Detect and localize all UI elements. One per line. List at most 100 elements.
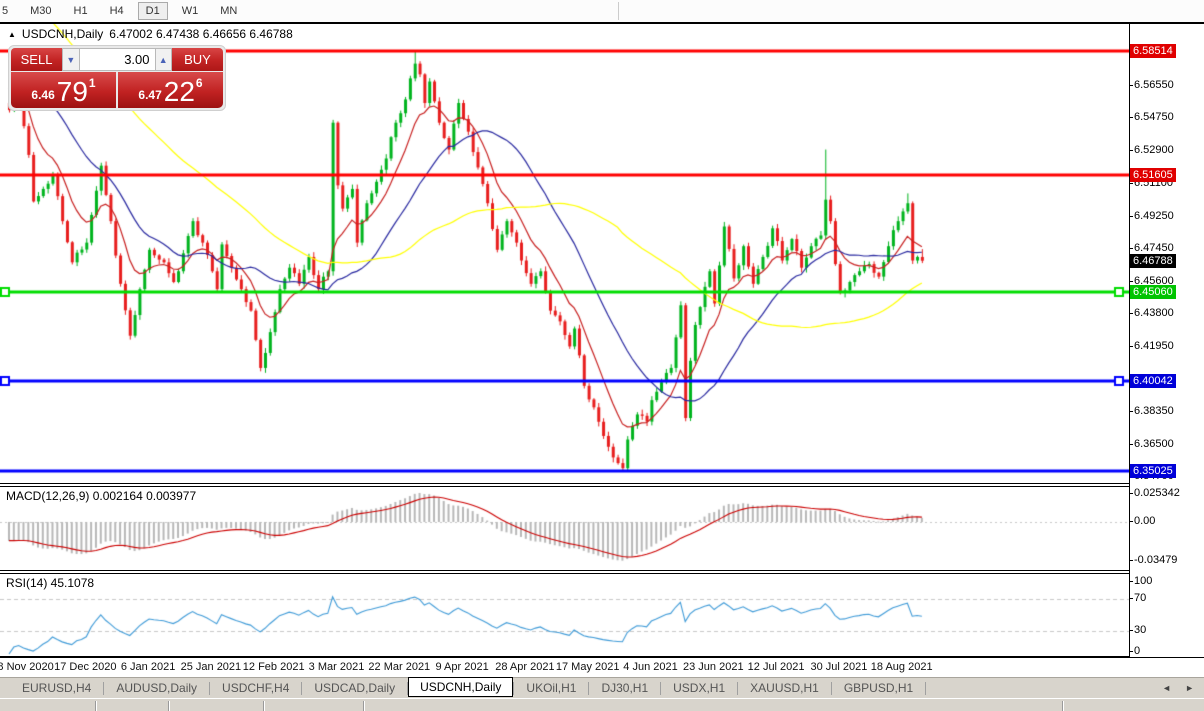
status-bar-divider [363,701,365,711]
price-tick-label: 6.56550 [1129,79,1174,91]
status-bar-divider [168,701,170,711]
date-axis-label: 12 Jul 2021 [747,661,805,673]
chart-symbol-title: USDCNH,Daily [21,27,104,41]
tab-divider [588,681,590,695]
buy-price-display[interactable]: 6.47 22 6 [118,72,223,108]
price-level-badge: 6.35025 [1130,464,1176,479]
price-level-badge: 6.40042 [1130,374,1176,389]
tab-xauusd-h1[interactable]: XAUUSD,H1 [750,681,819,695]
tab-usdchf-h4[interactable]: USDCHF,H4 [222,681,290,695]
date-axis-label: 28 Nov 2020 [0,661,54,673]
tab-divider [660,681,662,695]
tab-usdcad-daily[interactable]: USDCAD,Daily [314,681,396,695]
timeframe-button-m30[interactable]: M30 [30,5,52,17]
rsi-separator-bottom [0,573,1204,574]
price-tick-mark [1129,117,1133,119]
date-axis-label: 17 Dec 2020 [54,661,117,673]
status-bar-divider [1062,701,1064,711]
macd-tick-mark [1129,521,1133,522]
buy-price-base: 6.47 [138,88,162,102]
rsi-tick-mark [1129,598,1133,600]
sell-price-point: 1 [88,76,96,90]
date-axis-label: 18 Aug 2021 [870,661,933,673]
tab-divider [737,681,739,695]
date-axis-label: 30 Jul 2021 [810,661,868,673]
timeframe-button-5[interactable]: 5 [2,5,9,17]
date-axis-label: 22 Mar 2021 [368,661,431,673]
volume-increase-button[interactable]: ▲ [154,48,172,71]
price-level-badge: 6.58514 [1130,43,1176,58]
chart-ohlc-values: 6.47002 6.47438 6.46656 6.46788 [109,27,293,41]
volume-decrease-button[interactable]: ▼ [62,48,80,71]
buy-price-point: 6 [195,76,203,90]
timeframe-button-d1[interactable]: D1 [137,2,168,20]
timeframe-button-mn[interactable]: MN [220,5,238,17]
price-tick-mark [1129,443,1133,445]
price-axis-border [1129,24,1130,657]
price-tick-mark [1129,182,1133,184]
sell-price-base: 6.46 [31,88,55,102]
date-axis-label: 3 Mar 2021 [308,661,365,673]
rsi-tick-label: 100 [1129,575,1152,587]
rsi-tick-mark [1129,629,1133,631]
timeframe-button-h1[interactable]: H1 [73,5,88,17]
tab-ukoil-h1[interactable]: UKOil,H1 [526,681,577,695]
rsi-tick-mark [1129,581,1133,582]
collapse-arrow-icon[interactable]: ▲ [8,29,16,39]
price-tick-mark [1129,281,1133,282]
price-level-badge: 6.51605 [1130,167,1176,182]
tab-scroll-right-icon[interactable]: ► [1185,683,1194,693]
tab-gbpusd-h1[interactable]: GBPUSD,H1 [843,681,914,695]
volume-input[interactable] [79,48,155,71]
macd-tick-mark [1129,559,1133,561]
tab-divider [513,681,515,695]
tab-eurusd-h4[interactable]: EURUSD,H4 [22,681,92,695]
macd-tick-mark [1129,492,1133,494]
tab-usdx-h1[interactable]: USDX,H1 [673,681,726,695]
macd-separator-bottom [0,486,1204,487]
price-chart-canvas[interactable] [0,24,1129,657]
tab-scroll-left-icon[interactable]: ◄ [1162,683,1172,693]
tab-divider [301,681,303,695]
tab-audusd-daily[interactable]: AUDUSD,Daily [116,681,198,695]
tab-usdcnh-daily[interactable]: USDCNH,Daily [408,676,514,697]
date-axis-label: 9 Apr 2021 [435,661,489,673]
tab-dj30-h1[interactable]: DJ30,H1 [601,681,649,695]
price-tick-label: 6.36500 [1129,438,1174,450]
date-axis-label: 23 Jun 2021 [683,661,744,673]
price-level-badge: 6.46788 [1130,253,1176,268]
macd-indicator-label: MACD(12,26,9) 0.002164 0.003977 [6,489,197,503]
macd-separator-top[interactable] [0,483,1204,484]
macd-tick-label: 0.00 [1129,515,1155,527]
price-tick-mark [1129,85,1133,86]
price-tick-label: 6.52900 [1129,144,1174,156]
macd-tick-label: -0.03479 [1129,554,1177,566]
toolbar-separator [618,2,620,20]
price-tick-mark [1129,313,1133,315]
chart-bottom-border [0,656,1204,658]
timeframe-button-h4[interactable]: H4 [109,5,124,17]
buy-price-pips: 22 [163,76,195,107]
rsi-tick-label: 70 [1129,592,1146,604]
timeframe-button-w1[interactable]: W1 [181,5,199,17]
date-axis-label: 25 Jan 2021 [180,661,242,673]
sell-price-display[interactable]: 6.46 79 1 [11,72,116,108]
price-tick-mark [1129,346,1133,348]
price-tick-mark [1129,247,1133,249]
symbol-tab-bar: EURUSD,H4 AUDUSD,Daily USDCHF,H4 USDCAD,Dai… [0,676,1204,698]
price-tick-mark [1129,215,1133,217]
status-bar-divider [263,701,265,711]
date-axis-label: 12 Feb 2021 [242,661,305,673]
price-axis[interactable]: 6.56550 6.54750 6.52900 6.51100 6.49250 6.474… [1129,24,1204,657]
chart-title-row: ▲ USDCNH,Daily 6.47002 6.47438 6.46656 6… [8,27,293,41]
buy-button[interactable]: BUY [171,48,223,71]
rsi-separator-top[interactable] [0,570,1204,571]
rsi-tick-label: 30 [1129,624,1146,636]
rsi-indicator-label: RSI(14) 45.1078 [6,576,95,590]
tab-divider [830,681,832,695]
rsi-tick-mark [1129,651,1133,652]
rsi-tick-label: 0 [1129,645,1140,657]
sell-button[interactable]: SELL [11,48,63,71]
price-tick-label: 6.49250 [1129,210,1174,222]
